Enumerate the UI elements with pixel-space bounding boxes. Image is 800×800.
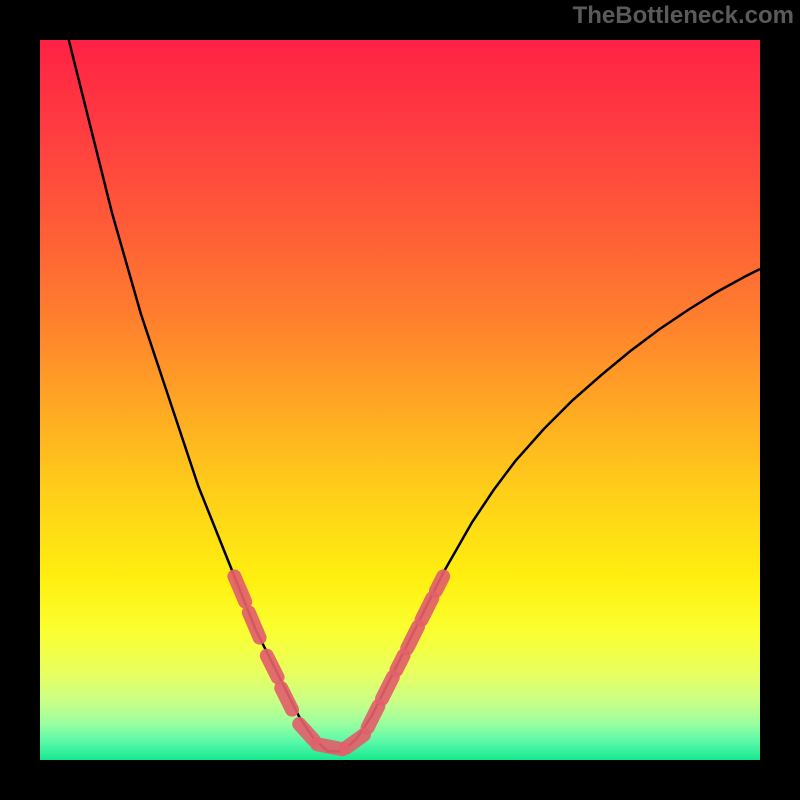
highlight-bead: [267, 656, 278, 678]
highlight-bead: [368, 706, 379, 728]
highlight-bead: [396, 656, 403, 670]
highlight-bead: [436, 576, 443, 590]
chart-container: TheBottleneck.com: [0, 0, 800, 800]
highlight-bead: [407, 627, 418, 649]
highlight-bead: [422, 598, 433, 620]
bottleneck-chart: [0, 0, 800, 800]
highlight-bead: [249, 612, 260, 637]
highlight-bead: [234, 576, 245, 601]
watermark-text: TheBottleneck.com: [573, 2, 794, 30]
highlight-bead: [281, 688, 292, 710]
highlight-bead: [382, 677, 393, 699]
highlight-bead: [317, 744, 342, 749]
